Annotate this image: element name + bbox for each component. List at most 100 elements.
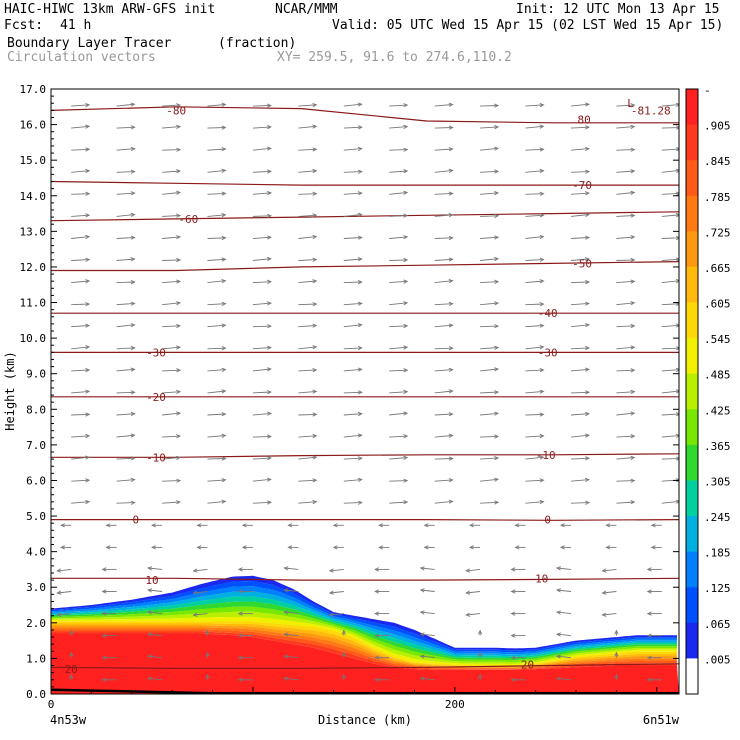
wind-vector-head <box>312 191 318 196</box>
wind-vector-head <box>56 568 62 573</box>
wind-vector-head <box>584 102 590 107</box>
wind-vector-head <box>221 257 227 262</box>
wind-vector-head <box>646 633 652 638</box>
field-name: Boundary Layer Tracer <box>7 36 172 51</box>
wind-vector <box>298 125 317 129</box>
wind-vector-head <box>176 103 182 108</box>
wind-vector <box>616 104 635 107</box>
wind-vector <box>434 237 453 239</box>
colorbar-swatch <box>686 587 698 624</box>
wind-vector <box>525 390 544 394</box>
wind-vector <box>434 458 453 460</box>
wind-vector <box>162 501 181 504</box>
wind-vector <box>480 192 499 195</box>
wind-vector-head <box>555 676 561 681</box>
wind-vector <box>298 236 317 239</box>
wind-vector-head <box>630 301 636 306</box>
wind-vector <box>389 104 408 107</box>
wind-vector <box>480 126 499 129</box>
wind-vector-head <box>205 673 210 679</box>
wind-vector <box>525 148 544 151</box>
wind-vector <box>480 281 499 284</box>
wind-vector <box>480 325 499 328</box>
wind-vector <box>570 347 589 350</box>
wind-vector-head <box>85 389 91 394</box>
tracer-band <box>51 621 677 667</box>
wind-vector <box>570 237 589 239</box>
wind-vector-head <box>151 523 156 528</box>
wind-vector <box>480 368 499 372</box>
wind-vector-head <box>176 455 182 460</box>
wind-vector <box>480 170 499 173</box>
wind-vector-head <box>101 611 107 616</box>
wind-vector-head <box>312 257 318 262</box>
wind-vector-head <box>283 588 289 593</box>
wind-vector <box>343 368 362 372</box>
wind-vector-head <box>266 477 272 482</box>
wind-vector <box>343 457 362 460</box>
contour-label: -70 <box>572 179 592 192</box>
wind-vector <box>434 390 453 394</box>
wind-vector <box>71 259 90 261</box>
wind-vector-head <box>357 345 363 351</box>
wind-vector-head <box>403 257 409 263</box>
wind-vector-head <box>374 589 379 594</box>
colorbar-label: .665 <box>704 262 731 275</box>
wind-vector-head <box>510 611 516 616</box>
wind-vector <box>525 193 544 195</box>
wind-vector-head <box>403 147 409 152</box>
wind-vector-head <box>192 590 198 595</box>
wind-vector <box>116 258 135 261</box>
wind-vector <box>434 214 453 217</box>
wind-vector-head <box>101 677 107 682</box>
wind-vector-head <box>494 213 500 219</box>
wind-vector-head <box>584 433 590 438</box>
wind-vector <box>284 567 299 570</box>
wind-vector-head <box>465 590 471 595</box>
wind-vector <box>389 346 408 350</box>
wind-vector-head <box>539 367 545 373</box>
wind-vector-head <box>266 146 272 151</box>
wind-vector-head <box>130 433 136 438</box>
wind-vector-head <box>130 345 136 351</box>
wind-vector-head <box>585 345 590 351</box>
wind-vector-head <box>237 677 243 682</box>
wind-vector-head <box>283 632 289 637</box>
wind-vector-head <box>357 257 363 262</box>
organization-label: NCAR/MMM <box>275 2 338 17</box>
wind-vector-head <box>221 346 227 351</box>
wind-vector <box>284 655 299 659</box>
wind-vector-head <box>585 125 590 130</box>
wind-vector-head <box>130 212 136 217</box>
wind-vector <box>389 149 408 151</box>
y-tick-label: 12.0 <box>20 261 47 274</box>
contour-label: -30 <box>146 346 166 359</box>
wind-vector-head <box>85 257 91 262</box>
contour-label: -50 <box>572 257 592 270</box>
wind-vector <box>343 391 362 394</box>
wind-vector <box>252 147 271 151</box>
y-tick-label: 0.0 <box>26 688 46 701</box>
wind-vector-head <box>448 102 454 107</box>
wind-vector <box>298 325 317 328</box>
wind-vector-head <box>130 390 136 395</box>
wind-vector <box>480 501 499 504</box>
wind-vector-head <box>85 124 91 129</box>
wind-vector-head <box>221 278 227 284</box>
contour-label: -80 <box>166 104 186 117</box>
wind-vector-head <box>85 234 91 240</box>
wind-vector-head <box>630 169 636 174</box>
wind-vector <box>116 192 135 195</box>
wind-vector-head <box>130 367 136 372</box>
contour-label: -81.28 <box>631 104 671 117</box>
wind-vector-head <box>357 102 363 107</box>
wind-vector-head <box>357 191 363 196</box>
wind-vector <box>480 147 499 151</box>
wind-vector-head <box>176 500 182 505</box>
wind-vector <box>298 456 317 460</box>
wind-vector-head <box>85 168 91 174</box>
wind-vector <box>480 457 499 460</box>
wind-vector <box>343 434 362 438</box>
wind-vector-head <box>192 568 198 573</box>
wind-vector <box>434 280 453 284</box>
